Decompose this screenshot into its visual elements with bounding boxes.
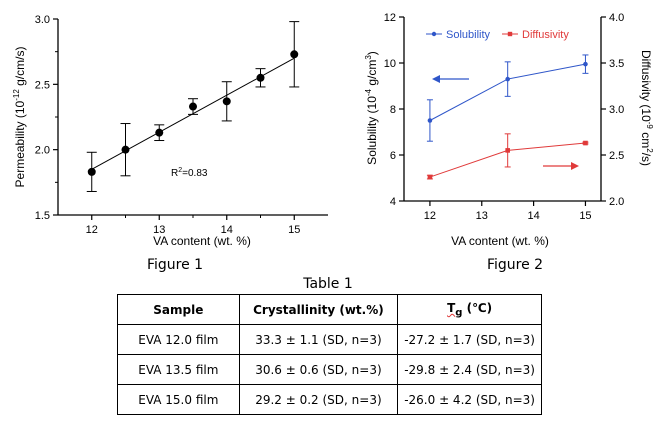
cell-tg: -27.2 ± 1.7 (SD, n=3) xyxy=(397,324,542,355)
tg-subscript: g xyxy=(455,307,463,319)
fig2-right-axis-label: Diffusivity (10-9 cm2/s) xyxy=(639,50,654,166)
fig1-y-tick-label: 2.0 xyxy=(35,145,50,157)
fig2-x-tick-label: 15 xyxy=(579,210,591,222)
fig1-data-point xyxy=(155,128,164,137)
fig2-data-point xyxy=(583,61,588,67)
fig2-data-point xyxy=(505,148,510,153)
fig1-x-tick-label: 12 xyxy=(86,224,98,236)
fig1-data-point xyxy=(87,167,96,176)
cell-crystallinity: 33.3 ± 1.1 (SD, n=3) xyxy=(238,324,399,355)
fig2-right-tick-label: 3.0 xyxy=(609,104,624,116)
legend-label-solubility: Solubility xyxy=(446,29,491,41)
fig2-left-tick-label: 10 xyxy=(384,58,396,70)
r-squared-annotation: R2=0.83 xyxy=(171,167,208,179)
fig1-x-tick-label: 15 xyxy=(288,224,300,236)
table-header-row: Sample Crystallinity (wt.%) Tg (℃) xyxy=(117,294,542,325)
fig2-x-tick-label: 14 xyxy=(527,210,539,222)
fig1-data-point xyxy=(256,73,265,82)
fig2-x-axis-label: VA content (wt. %) xyxy=(451,234,549,248)
cell-sample: EVA 15.0 film xyxy=(117,384,240,415)
table-1-caption: Table 1 xyxy=(303,276,353,292)
figure-1-caption: Figure 1 xyxy=(146,257,204,273)
left-axis-arrow-head xyxy=(432,75,440,83)
fig2-left-tick-label: 12 xyxy=(384,12,396,24)
cell-sample: EVA 12.0 film xyxy=(117,324,240,355)
fig2-left-axis-label: Solubility (10-4 g/cm3) xyxy=(364,51,379,165)
fig2-right-tick-label: 2.0 xyxy=(609,196,624,208)
right-axis-arrow-head xyxy=(571,162,579,170)
fig2-right-tick-label: 2.5 xyxy=(609,150,624,162)
table-row: EVA 13.5 film 30.6 ± 0.6 (SD, n=3) -29.8… xyxy=(117,354,542,385)
table-row: EVA 12.0 film 33.3 ± 1.1 (SD, n=3) -27.2… xyxy=(117,324,542,355)
tg-symbol: T xyxy=(447,300,456,315)
permeability-chart: 1.52.02.53.012 13 14 15 VA content (wt. %) … xyxy=(12,14,328,248)
fig2-x-tick-label: 13 xyxy=(476,210,488,222)
fig2-left-tick-label: 6 xyxy=(390,150,396,162)
cell-crystallinity: 30.6 ± 0.6 (SD, n=3) xyxy=(238,354,399,385)
fig2-right-tick-label: 4.0 xyxy=(609,12,624,24)
fig1-x-axis-label: VA content (wt. %) xyxy=(153,234,251,248)
cell-crystallinity: 29.2 ± 0.2 (SD, n=3) xyxy=(238,384,399,415)
fig2-data-point xyxy=(427,118,433,123)
legend-marker-diffusivity xyxy=(507,31,513,37)
figure-2-caption: Figure 2 xyxy=(486,257,544,273)
header-crystallinity: Crystallinity (wt.%) xyxy=(238,294,399,325)
legend-marker-solubility xyxy=(431,31,437,37)
fig2-data-point xyxy=(505,76,510,82)
fig2-data-point xyxy=(583,140,588,146)
fig1-data-point xyxy=(290,50,299,59)
fig1-x-tick-label: 14 xyxy=(221,224,233,236)
fig2-right-tick-label: 3.5 xyxy=(609,58,624,70)
header-sample: Sample xyxy=(117,294,240,325)
cell-sample: EVA 13.5 film xyxy=(117,354,240,385)
fig1-y-tick-label: 2.5 xyxy=(35,79,50,91)
properties-table: Sample Crystallinity (wt.%) Tg (℃) EVA 1… xyxy=(117,294,542,415)
fig1-data-point xyxy=(121,145,130,154)
cell-tg: -26.0 ± 4.2 (SD, n=3) xyxy=(397,384,542,415)
header-tg: Tg (℃) xyxy=(397,294,542,325)
fig1-y-tick-label: 1.5 xyxy=(35,210,50,222)
fig1-y-axis-label: Permeability (10-12 g/cm/s) xyxy=(12,47,27,188)
cell-tg: -29.8 ± 2.4 (SD, n=3) xyxy=(397,354,542,385)
fig2-data-point xyxy=(427,174,433,180)
fig2-left-tick-label: 8 xyxy=(390,104,396,116)
table-row: EVA 15.0 film 29.2 ± 0.2 (SD, n=3) -26.0… xyxy=(117,384,542,415)
fig1-data-point xyxy=(222,97,231,106)
fig1-y-tick-label: 3.0 xyxy=(35,14,50,26)
legend-label-diffusivity: Diffusivity xyxy=(522,29,569,41)
fig2-x-tick-label: 12 xyxy=(424,210,436,222)
tg-unit: (℃) xyxy=(462,300,493,315)
fig2-left-tick-label: 4 xyxy=(390,196,396,208)
fig1-x-tick-label: 13 xyxy=(153,224,165,236)
solubility-diffusivity-chart: 4 6 8 10 12 2.0 2.5 3.0 3.5 4.0 12 13 14 15 Solubility… xyxy=(364,12,654,248)
fig1-data-point xyxy=(189,102,197,111)
